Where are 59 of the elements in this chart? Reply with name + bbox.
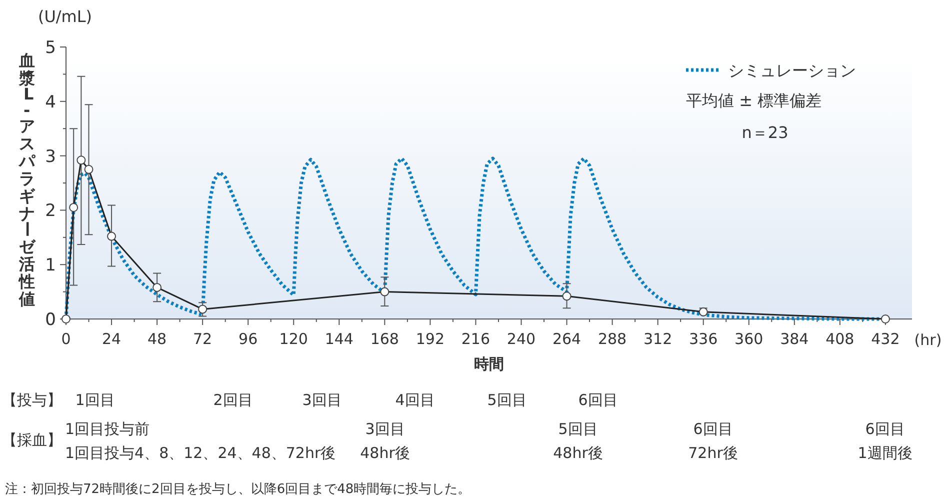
legend-label: シミュレーション [728, 61, 856, 80]
text: 6回目 [865, 420, 905, 438]
x-tick-label: 0 [61, 330, 71, 348]
annotation: n＝23 [742, 123, 788, 142]
point [69, 202, 78, 212]
x-tick-label: 192 [416, 330, 445, 348]
x-tick-label: 384 [780, 330, 809, 348]
text: 4回目 [395, 391, 435, 409]
x-tick-label: 96 [238, 330, 258, 348]
x-tick-label: 144 [324, 330, 354, 348]
x-tick-label: 408 [826, 330, 854, 348]
point [107, 232, 116, 241]
text: 1回目投与4、8、12、24、48、72hr後 [65, 444, 336, 462]
text: 【採血】 [2, 431, 62, 449]
text: 2回目 [213, 391, 253, 409]
text: 3回目 [365, 420, 405, 438]
text: (U/mL) [38, 7, 92, 26]
x-tick-label: 240 [506, 330, 536, 348]
y-tick-label: 0 [45, 310, 56, 330]
y-tick-label: 1 [45, 256, 56, 276]
text: 5回目 [558, 420, 598, 438]
point [76, 156, 86, 165]
text: 1回目投与前 [65, 420, 150, 438]
y-tick-label: 4 [45, 92, 56, 112]
text: 72hr後 [688, 444, 738, 462]
text: (hr) [914, 331, 942, 349]
x-tick-label: 168 [370, 330, 399, 348]
x-tick-label: 360 [734, 330, 764, 348]
x-tick-label: 336 [689, 330, 718, 348]
y-tick-label: 5 [45, 38, 56, 58]
y-tick-label: 2 [45, 201, 56, 222]
point [562, 292, 572, 301]
x-axis-title: 時間 [474, 355, 504, 373]
point [380, 287, 390, 296]
text: 6回目 [693, 420, 733, 438]
point [152, 282, 162, 292]
annotation: 平均値 ± 標準偏差 [686, 91, 822, 110]
x-tick-label: 432 [871, 330, 900, 348]
x-tick-label: 264 [552, 330, 582, 348]
text: 5回目 [487, 391, 527, 409]
point [84, 164, 94, 174]
text: 1週間後 [858, 444, 912, 462]
x-tick-label: 288 [598, 330, 627, 348]
text: 3回目 [302, 391, 342, 409]
x-tick-label: 24 [102, 330, 122, 348]
x-tick-label: 72 [193, 330, 212, 348]
text: 48hr後 [360, 444, 410, 462]
x-tick-label: 120 [279, 330, 308, 348]
x-tick-label: 216 [461, 330, 490, 348]
point [198, 304, 208, 314]
y-tick-label: 3 [45, 146, 56, 167]
x-tick-label: 312 [644, 330, 672, 348]
x-tick-label: 48 [148, 330, 167, 348]
text: 注：初回投与72時間後に2回目を投与し、以降6回目まで48時間毎に投与した。 [5, 482, 471, 497]
text: 血漿 L-アスパラギナーゼ活性値 [18, 51, 36, 308]
text: 6回目 [578, 391, 618, 409]
text: 1回目 [75, 391, 115, 409]
text: 48hr後 [553, 444, 603, 462]
text: 【投与】 [2, 391, 62, 409]
